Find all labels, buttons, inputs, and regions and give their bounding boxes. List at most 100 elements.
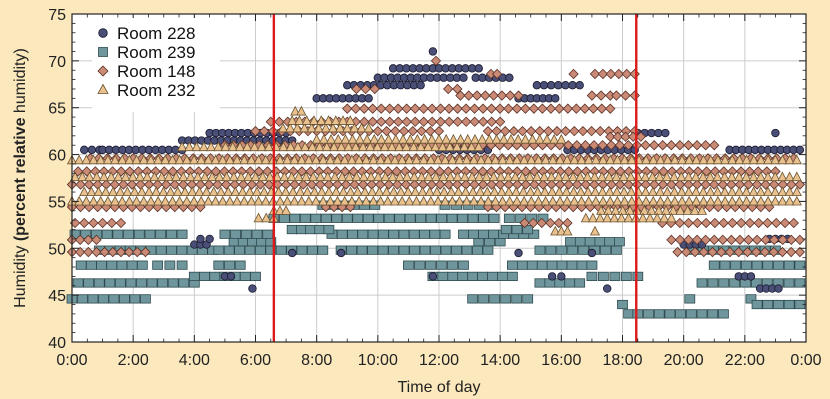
data-point — [403, 186, 414, 197]
data-point — [398, 245, 410, 255]
data-point — [231, 195, 243, 206]
data-point — [93, 186, 104, 197]
data-point — [205, 234, 214, 244]
data-point — [461, 195, 472, 206]
data-point — [643, 309, 654, 319]
data-point — [482, 125, 494, 137]
data-point — [217, 154, 228, 165]
data-point — [751, 234, 763, 246]
data-point — [134, 171, 146, 182]
data-point — [454, 195, 465, 206]
data-point — [316, 186, 327, 197]
data-point — [86, 186, 97, 197]
data-point — [774, 284, 783, 293]
data-point — [448, 133, 459, 144]
data-point — [296, 154, 307, 165]
data-point — [550, 225, 561, 236]
data-point — [367, 229, 379, 239]
data-point — [727, 217, 738, 229]
data-point — [562, 103, 574, 114]
data-point — [426, 133, 437, 144]
y-tick-label: 40 — [48, 335, 66, 352]
data-point — [716, 246, 727, 258]
data-point — [583, 195, 594, 206]
data-point — [136, 278, 147, 288]
data-point — [365, 171, 377, 182]
data-point — [294, 115, 305, 125]
data-point — [256, 141, 267, 152]
data-point — [466, 141, 477, 152]
data-point — [506, 271, 518, 282]
data-point — [532, 186, 543, 197]
data-point — [467, 294, 479, 304]
data-point — [346, 154, 357, 165]
data-point — [372, 125, 383, 137]
data-point — [437, 141, 448, 152]
data-point — [588, 140, 600, 151]
data-point — [770, 186, 781, 197]
data-point — [224, 154, 235, 165]
data-point — [606, 166, 618, 177]
data-point — [279, 171, 290, 182]
y-tick-label: 45 — [48, 288, 66, 305]
data-point — [242, 141, 253, 152]
data-point — [251, 229, 263, 239]
data-point — [361, 133, 373, 144]
data-point — [292, 122, 303, 133]
data-point — [240, 229, 252, 239]
data-point — [234, 141, 246, 152]
data-point — [641, 195, 652, 206]
data-point — [700, 234, 711, 246]
data-point — [676, 186, 687, 197]
data-point — [696, 278, 708, 288]
data-point — [545, 245, 557, 255]
data-point — [397, 195, 408, 206]
data-point — [517, 125, 528, 137]
data-point — [648, 195, 659, 206]
data-point — [496, 186, 507, 197]
data-point — [432, 195, 444, 206]
data-point — [404, 213, 416, 223]
data-point — [196, 154, 207, 165]
data-point — [328, 201, 340, 213]
data-point — [719, 171, 730, 182]
data-point — [672, 246, 683, 258]
data-point — [691, 234, 703, 246]
data-point — [318, 154, 329, 165]
data-point — [748, 154, 759, 165]
data-point — [644, 212, 656, 223]
data-point — [580, 212, 591, 223]
data-point — [505, 133, 517, 144]
x-tick-label: 0:00 — [790, 352, 821, 369]
data-point — [524, 171, 535, 182]
data-point — [482, 186, 493, 197]
data-point — [234, 245, 245, 255]
data-point — [543, 125, 554, 137]
data-point — [167, 195, 178, 206]
data-point — [118, 179, 129, 190]
data-point — [488, 229, 500, 239]
y-axis: 40 45 50 55 60 65 70 75 — [48, 7, 806, 352]
data-point — [525, 186, 536, 197]
data-point — [472, 245, 483, 255]
data-point — [475, 195, 487, 206]
data-point — [496, 90, 508, 101]
data-point — [359, 116, 370, 127]
data-point — [386, 141, 397, 152]
data-point — [526, 195, 537, 206]
data-point — [640, 171, 651, 182]
data-point — [577, 125, 589, 137]
data-point — [224, 260, 235, 270]
data-point — [348, 166, 359, 177]
data-point — [557, 272, 566, 281]
data-point — [254, 245, 266, 255]
data-point — [172, 186, 183, 197]
data-point — [705, 154, 716, 165]
data-point — [494, 103, 506, 114]
data-point — [305, 166, 316, 177]
data-point — [551, 125, 563, 137]
data-point — [461, 116, 472, 127]
data-point — [522, 294, 534, 304]
data-point — [336, 229, 348, 239]
x-axis: 0:00 2:00 4:00 6:00 8:00 10:00 12:00 14:00 16:00… — [56, 14, 822, 369]
